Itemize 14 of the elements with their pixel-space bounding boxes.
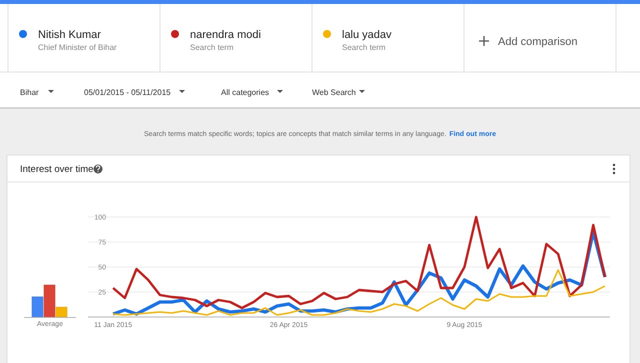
chart-title: Interest over time [20, 164, 94, 175]
legend-label: Nitish Kumar [38, 29, 102, 41]
text: Bihar [20, 88, 40, 97]
text: Search term [190, 43, 234, 52]
text: 05/01/2015 - 05/11/2015 [84, 88, 172, 97]
text: All categories [221, 88, 270, 97]
legend-label: narendra modi [190, 29, 261, 41]
line-series [112, 269, 606, 316]
legend-label: lalu yadav [342, 29, 392, 41]
line-series [112, 216, 606, 310]
text: Web Search [312, 88, 356, 97]
text: Chief Minister of Bihar [38, 43, 118, 52]
text: Search term [342, 43, 386, 52]
text: Add comparison [498, 36, 578, 48]
